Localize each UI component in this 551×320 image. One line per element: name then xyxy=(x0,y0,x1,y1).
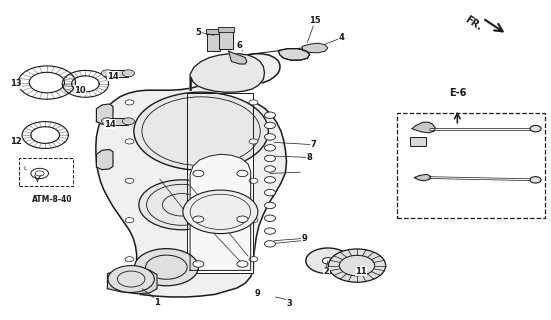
Circle shape xyxy=(125,218,134,223)
Bar xyxy=(206,29,222,34)
Text: ATM-8-40: ATM-8-40 xyxy=(32,195,73,204)
Circle shape xyxy=(249,218,258,223)
Circle shape xyxy=(249,139,258,144)
Circle shape xyxy=(125,178,134,183)
Polygon shape xyxy=(96,54,287,297)
Circle shape xyxy=(237,261,248,267)
Circle shape xyxy=(322,258,333,264)
Text: 3: 3 xyxy=(287,299,292,308)
Circle shape xyxy=(264,215,276,221)
Polygon shape xyxy=(107,268,157,294)
Circle shape xyxy=(31,168,48,179)
Circle shape xyxy=(183,190,258,234)
Circle shape xyxy=(264,228,276,234)
Polygon shape xyxy=(190,154,251,270)
Bar xyxy=(397,113,545,218)
Text: 9: 9 xyxy=(255,289,261,298)
Text: 4: 4 xyxy=(339,33,344,42)
Circle shape xyxy=(264,122,276,129)
Bar xyxy=(410,137,426,146)
Text: 11: 11 xyxy=(355,267,367,276)
Circle shape xyxy=(147,184,217,225)
Polygon shape xyxy=(190,54,264,92)
Bar xyxy=(207,34,220,51)
Circle shape xyxy=(139,180,225,230)
Text: 7: 7 xyxy=(310,140,316,149)
Circle shape xyxy=(264,155,276,162)
Circle shape xyxy=(163,194,201,216)
Circle shape xyxy=(249,100,258,105)
Circle shape xyxy=(264,177,276,183)
Circle shape xyxy=(264,134,276,140)
Circle shape xyxy=(264,166,276,172)
Polygon shape xyxy=(412,122,435,133)
Circle shape xyxy=(193,216,204,222)
Text: 1: 1 xyxy=(154,298,160,307)
Circle shape xyxy=(134,249,198,286)
Text: 2: 2 xyxy=(323,268,329,276)
Bar xyxy=(107,70,128,77)
Circle shape xyxy=(125,257,134,262)
Polygon shape xyxy=(187,93,253,273)
Circle shape xyxy=(125,139,134,144)
Circle shape xyxy=(193,170,204,177)
Circle shape xyxy=(145,255,187,279)
Bar xyxy=(218,27,234,32)
Bar xyxy=(219,31,233,49)
Text: 8: 8 xyxy=(307,153,312,162)
Circle shape xyxy=(190,194,251,229)
Text: 13: 13 xyxy=(9,79,21,88)
Circle shape xyxy=(142,97,260,165)
Circle shape xyxy=(35,171,44,176)
Text: 14: 14 xyxy=(107,72,119,81)
Text: FR.: FR. xyxy=(463,14,484,32)
Circle shape xyxy=(249,178,258,183)
Text: 6: 6 xyxy=(237,41,242,50)
Polygon shape xyxy=(96,104,113,124)
Text: E-6: E-6 xyxy=(449,88,466,98)
Circle shape xyxy=(101,70,114,77)
Bar xyxy=(19,158,73,186)
Text: 15: 15 xyxy=(309,16,321,25)
Circle shape xyxy=(125,100,134,105)
Polygon shape xyxy=(229,51,247,64)
Text: 9: 9 xyxy=(301,234,307,243)
Circle shape xyxy=(237,216,248,222)
Circle shape xyxy=(530,177,541,183)
Circle shape xyxy=(328,249,386,282)
Circle shape xyxy=(134,92,268,170)
Circle shape xyxy=(264,189,276,196)
Circle shape xyxy=(264,241,276,247)
Circle shape xyxy=(264,112,276,118)
Circle shape xyxy=(101,118,114,125)
Polygon shape xyxy=(414,174,431,181)
Circle shape xyxy=(117,271,145,287)
Circle shape xyxy=(530,125,541,132)
Circle shape xyxy=(237,170,248,177)
Text: 12: 12 xyxy=(9,137,21,146)
Circle shape xyxy=(264,202,276,209)
Circle shape xyxy=(306,248,350,274)
Circle shape xyxy=(122,118,134,125)
Circle shape xyxy=(193,261,204,267)
Polygon shape xyxy=(302,43,328,53)
Circle shape xyxy=(122,70,134,77)
Text: 5: 5 xyxy=(196,28,201,36)
Text: 14: 14 xyxy=(104,120,116,129)
Circle shape xyxy=(108,266,154,292)
Circle shape xyxy=(249,257,258,262)
Polygon shape xyxy=(96,149,113,170)
Circle shape xyxy=(339,255,375,276)
Bar xyxy=(107,118,128,125)
Text: 10: 10 xyxy=(74,86,86,95)
Text: L: L xyxy=(23,166,26,171)
Circle shape xyxy=(264,145,276,151)
Polygon shape xyxy=(278,49,310,60)
